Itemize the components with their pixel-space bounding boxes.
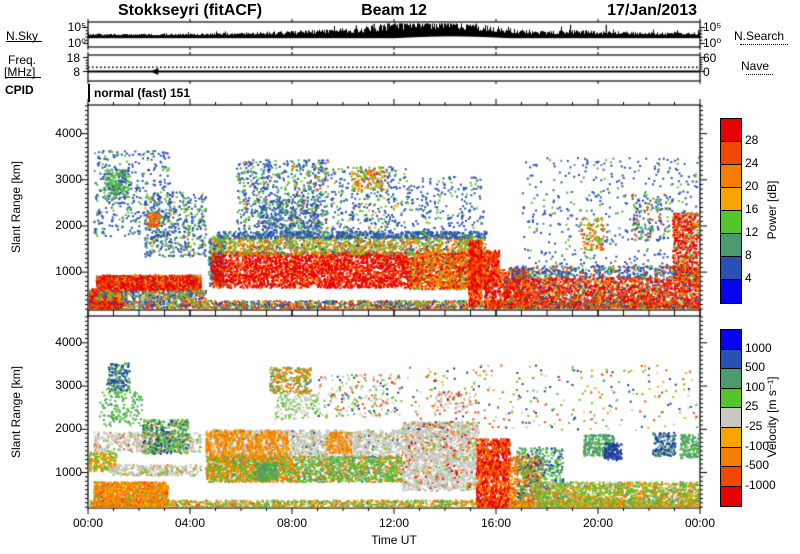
power-colorbar-segment <box>721 119 741 142</box>
nsky-legend-label: N.Sky <box>6 29 39 43</box>
nsearch-dotted-line-sample <box>740 44 788 45</box>
time-axis-title: Time UT <box>371 533 417 547</box>
freq-nave-strip <box>76 43 712 93</box>
cpid-label: CPID <box>5 83 34 97</box>
velocity-colorbar-tick-label: -100 <box>745 438 770 453</box>
power-colorbar-segment <box>721 165 741 188</box>
time-tick-label: 12:00 <box>378 516 410 530</box>
power-range-tick-label: 4000 <box>55 125 82 140</box>
power-colorbar-tick-label: 24 <box>745 156 759 170</box>
power-range-tick-label: 1000 <box>55 264 82 279</box>
velocity-colorbar-tick-label: -25 <box>745 419 763 433</box>
freq-legend-label-1: Freq. <box>8 53 37 67</box>
power-colorbar-tick-label: 28 <box>745 133 759 147</box>
power-colorbar <box>720 118 742 304</box>
power-colorbar-segment <box>721 211 741 234</box>
velocity-range-tick-label: 4000 <box>55 334 82 349</box>
power-colorbar-tick-label: 8 <box>745 248 752 262</box>
velocity-range-tick-label: 3000 <box>55 378 82 393</box>
velocity-colorbar-segment <box>721 467 741 487</box>
power-colorbar-segment <box>721 142 741 165</box>
power-rti-panel <box>76 93 712 322</box>
time-tick-label: 16:00 <box>480 516 512 530</box>
velocity-colorbar-tick-label: 500 <box>745 360 766 375</box>
time-tick-label: 00:00 <box>72 516 104 530</box>
time-tick-label: 00:00 <box>684 516 716 530</box>
power-colorbar-tick-label: 12 <box>745 225 759 239</box>
power-colorbar-tick-label: 4 <box>745 271 752 285</box>
power-colorbar-tick-label: 16 <box>745 202 759 216</box>
freq-tick-top: 18 <box>66 51 80 65</box>
velocity-colorbar-segment <box>721 427 741 448</box>
power-colorbar-segment <box>721 257 741 280</box>
velocity-colorbar-tick-label: 25 <box>745 399 759 414</box>
velocity-colorbar-segment <box>721 388 741 409</box>
power-range-tick-label: 2000 <box>55 217 82 232</box>
velocity-colorbar-segment <box>721 369 741 389</box>
velocity-rti-panel <box>76 304 712 520</box>
nave-legend-label: Nave <box>741 59 770 73</box>
velocity-colorbar-segment <box>721 349 741 370</box>
velocity-range-tick-label: 2000 <box>55 421 82 436</box>
time-tick-label: 20:00 <box>582 516 614 530</box>
power-colorbar-segment <box>721 188 741 211</box>
nave-dotted-line-sample <box>746 74 773 75</box>
velocity-colorbar-segment <box>721 447 741 468</box>
velocity-range-axis-title: Slant Range [km] <box>9 365 23 459</box>
freq-tick-bottom: 8 <box>36 65 80 79</box>
velocity-colorbar-tick-label: -1000 <box>745 477 776 492</box>
nsearch-legend-label: N.Search <box>734 29 785 43</box>
time-tick-label: 08:00 <box>276 516 308 530</box>
velocity-colorbar-segment <box>721 330 741 350</box>
velocity-colorbar-tick-label: 100 <box>745 379 766 394</box>
power-colorbar-title: Power [dB] <box>765 180 779 240</box>
power-range-axis-title: Slant Range [km] <box>9 160 23 254</box>
time-tick-label: 04:00 <box>174 516 206 530</box>
velocity-colorbar-tick-label: -500 <box>745 458 770 473</box>
velocity-colorbar <box>720 329 742 508</box>
freq-solid-line-sample <box>5 77 41 78</box>
velocity-range-tick-label: 1000 <box>55 464 82 479</box>
freq-legend-label-2: [MHz] <box>4 65 36 79</box>
power-colorbar-segment <box>721 234 741 257</box>
velocity-colorbar-segment <box>721 408 741 428</box>
power-colorbar-segment <box>721 280 741 303</box>
power-range-tick-label: 3000 <box>55 171 82 186</box>
velocity-colorbar-segment <box>721 486 741 507</box>
velocity-colorbar-tick-label: 1000 <box>745 340 772 355</box>
power-colorbar-tick-label: 20 <box>745 179 759 193</box>
nsky-solid-line-sample <box>6 41 42 42</box>
